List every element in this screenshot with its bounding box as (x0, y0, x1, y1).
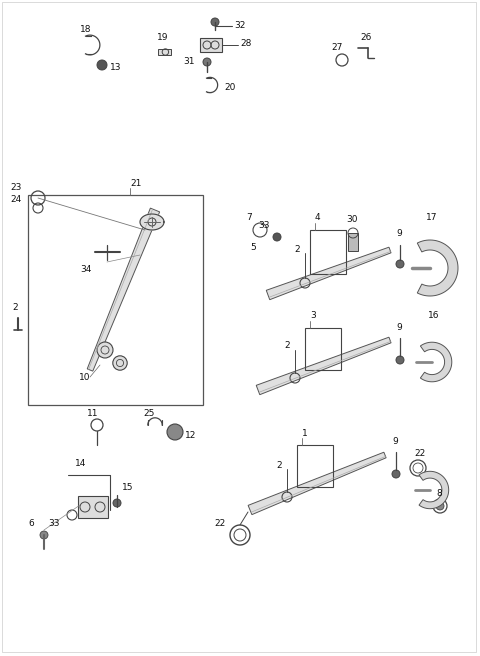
Text: 6: 6 (28, 518, 34, 527)
Text: 28: 28 (240, 39, 252, 47)
Text: 34: 34 (80, 266, 91, 274)
Text: 9: 9 (392, 438, 398, 447)
Circle shape (273, 233, 281, 241)
Text: 16: 16 (428, 310, 440, 319)
Text: 24: 24 (11, 195, 22, 205)
Text: 33: 33 (48, 520, 60, 529)
Text: 7: 7 (246, 213, 252, 222)
Text: 21: 21 (130, 178, 142, 188)
Text: 2: 2 (276, 461, 282, 470)
Text: 22: 22 (215, 520, 226, 529)
Polygon shape (420, 342, 452, 382)
Text: 2: 2 (294, 245, 300, 253)
Text: 10: 10 (79, 373, 90, 382)
Text: 27: 27 (331, 43, 342, 52)
Circle shape (396, 356, 404, 364)
Circle shape (113, 356, 127, 370)
Text: 1: 1 (302, 428, 308, 438)
Text: 13: 13 (110, 64, 121, 73)
Circle shape (396, 260, 404, 268)
Polygon shape (417, 240, 458, 296)
Bar (297, 445, 333, 487)
Circle shape (97, 342, 113, 358)
Text: 19: 19 (157, 33, 168, 43)
Polygon shape (256, 337, 391, 395)
Text: 17: 17 (426, 213, 437, 222)
Bar (310, 230, 346, 274)
Circle shape (436, 502, 444, 510)
Text: 14: 14 (75, 459, 86, 468)
Text: 30: 30 (346, 216, 358, 224)
Text: 15: 15 (122, 483, 133, 493)
Text: 3: 3 (310, 312, 316, 321)
Text: 22: 22 (414, 449, 425, 457)
Polygon shape (266, 247, 391, 300)
Text: 32: 32 (234, 22, 245, 30)
Text: 31: 31 (183, 58, 195, 66)
Text: 23: 23 (11, 184, 22, 192)
Text: 2: 2 (12, 304, 18, 312)
Polygon shape (87, 208, 160, 371)
Polygon shape (419, 471, 449, 508)
Bar (200, 38, 222, 52)
Text: 18: 18 (80, 26, 92, 35)
Circle shape (392, 470, 400, 478)
Circle shape (211, 18, 219, 26)
Text: 25: 25 (143, 409, 155, 417)
Circle shape (97, 60, 107, 70)
Bar (28, 195, 203, 405)
Bar (158, 49, 171, 55)
Circle shape (40, 531, 48, 539)
Polygon shape (248, 452, 386, 514)
Text: 9: 9 (396, 230, 402, 239)
Bar (348, 233, 358, 251)
Text: 20: 20 (224, 83, 235, 92)
Circle shape (113, 499, 121, 507)
Circle shape (167, 424, 183, 440)
Text: 9: 9 (396, 323, 402, 333)
Bar (78, 496, 108, 518)
Circle shape (203, 58, 211, 66)
Text: 12: 12 (185, 430, 196, 440)
Bar (305, 328, 341, 370)
Text: 8: 8 (436, 489, 442, 497)
Polygon shape (140, 214, 164, 230)
Text: 2: 2 (284, 342, 290, 350)
Text: 11: 11 (87, 409, 98, 417)
Text: 5: 5 (250, 243, 256, 253)
Text: 26: 26 (360, 33, 372, 41)
Text: 33: 33 (259, 222, 270, 230)
Text: 4: 4 (315, 213, 321, 222)
